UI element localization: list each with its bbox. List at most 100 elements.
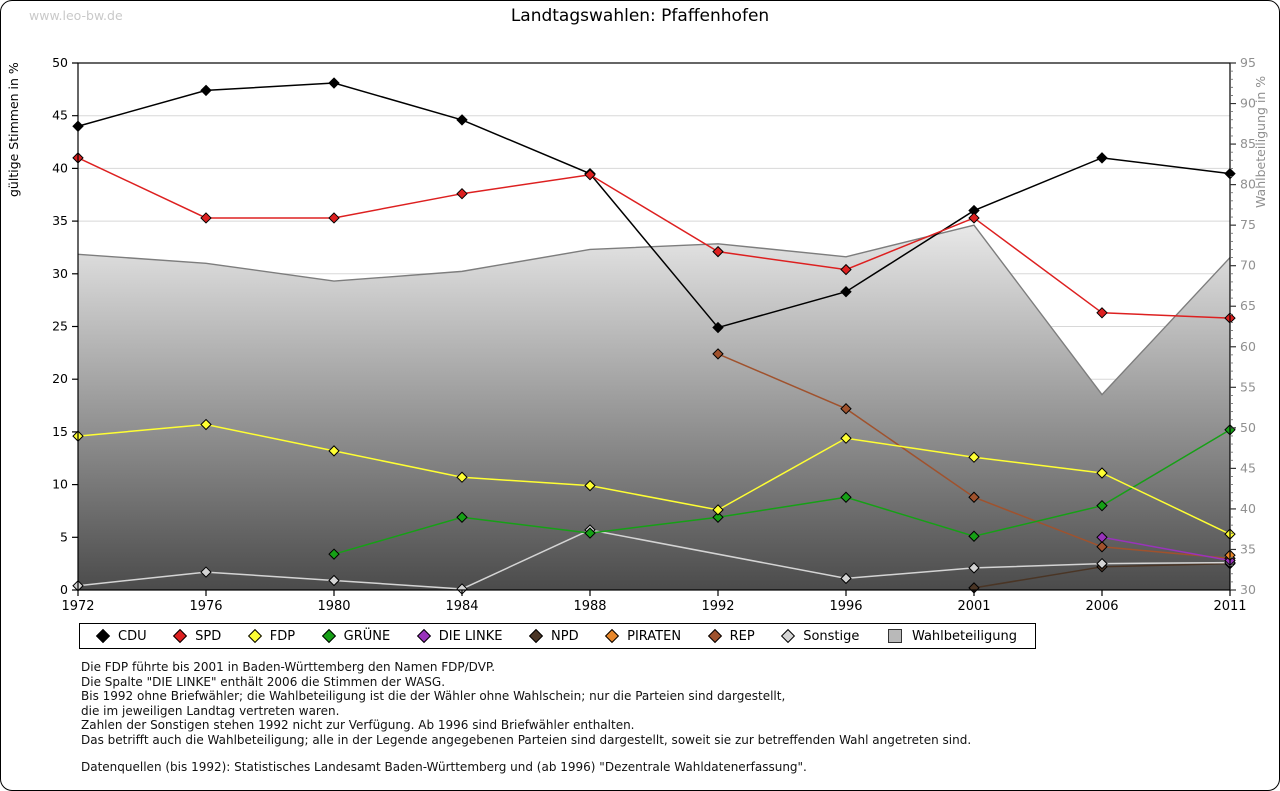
marker-Sonstige (1096, 557, 1108, 570)
footnote-spacer (81, 748, 971, 760)
turnout-area (78, 225, 1230, 590)
x-axis-year-label: 1992 (701, 599, 734, 614)
legend-label: REP (729, 628, 755, 644)
left-axis-tick-label: 50 (52, 55, 68, 70)
marker-GRÜNE (456, 511, 468, 523)
legend-diamond-marker-icon (416, 628, 431, 644)
marker-CDU (200, 84, 212, 97)
marker-GRÜNE (328, 548, 340, 560)
marker-FDP (200, 418, 212, 431)
footnote-line: Das betrifft auch die Wahlbeteiligung; a… (81, 732, 972, 747)
right-axis-tick-label: 55 (1240, 379, 1256, 394)
marker-SPD (1096, 307, 1108, 319)
legend-label: SPD (195, 628, 222, 644)
legend-diamond-marker-icon (173, 628, 188, 644)
marker-FDP (328, 445, 340, 457)
legend-item-rep: REP (707, 628, 755, 644)
left-axis-tick-label: 5 (60, 529, 68, 544)
footnote-datasource: Datenquellen (bis 1992): Statistisches L… (81, 759, 807, 774)
legend-label: Sonstige (803, 628, 860, 644)
marker-CDU (456, 114, 468, 126)
marker-FDP (584, 479, 596, 492)
marker-CDU (840, 286, 852, 298)
marker-GRÜNE (1096, 499, 1108, 512)
left-axis-title: gültige Stimmen in % (6, 62, 21, 197)
watermark-leo-bw: www.leo-bw.de (29, 8, 123, 23)
chart-legend: CDU SPD FDP GRÜNE DIE LINKE NPD PIRATEN REP Sons… (79, 623, 1036, 649)
left-axis-tick-label: 35 (52, 213, 68, 228)
left-axis-tick-label: 25 (52, 319, 68, 334)
right-axis-tick-label: 45 (1240, 460, 1256, 475)
legend-item-fdp: FDP (247, 628, 296, 644)
right-axis-tick-label: 70 (1240, 258, 1256, 273)
legend-label: FDP (269, 628, 296, 644)
footnote-line: die im jeweiligen Landtag vertreten ware… (81, 703, 340, 718)
right-axis-tick-label: 85 (1240, 136, 1256, 151)
right-axis-tick-label: 30 (1240, 582, 1256, 597)
x-axis-year-label: 2011 (1213, 599, 1246, 614)
legend-item-cdu: CDU (95, 628, 147, 644)
footnote-line: Die Spalte "DIE LINKE" enthält 2006 die … (81, 674, 446, 689)
footnote-line: Bis 1992 ohne Briefwähler; die Wahlbetei… (81, 689, 786, 704)
x-axis-year-label: 1980 (317, 599, 350, 614)
left-axis-tick-label: 0 (60, 582, 68, 597)
turnout-line (77, 224, 1231, 396)
left-axis-tick-label: 40 (52, 160, 68, 175)
legend-item-grüne: GRÜNE (321, 628, 391, 644)
legend-diamond-marker-icon (781, 628, 796, 644)
marker-DIE LINKE (1096, 531, 1108, 544)
marker-FDP (712, 504, 724, 516)
series-line-FDP (77, 423, 1231, 535)
right-axis-tick-label: 65 (1240, 298, 1256, 313)
election-line-chart: 0 5 10 15 20 25 30 35 40 45 50 30 35 40 45 50 55 60 65 70 75… (6, 55, 1268, 614)
legend-square-marker-icon (887, 629, 902, 643)
marker-Sonstige (840, 572, 852, 585)
left-axis-tick-label: 20 (52, 371, 68, 386)
x-axis-year-label: 1972 (61, 599, 94, 614)
right-axis-tick-label: 60 (1240, 339, 1256, 354)
legend-item-piraten: PIRATEN (605, 628, 682, 644)
right-axis-tick-label: 80 (1240, 177, 1256, 192)
legend-item-spd: SPD (173, 628, 222, 644)
legend-diamond-marker-icon (528, 628, 544, 644)
marker-FDP (968, 451, 980, 463)
left-axis-tick-label: 45 (52, 108, 68, 123)
right-axis-tick-label: 90 (1240, 96, 1256, 111)
x-axis-year-label: 2006 (1085, 599, 1118, 614)
marker-GRÜNE (584, 527, 596, 539)
legend-label: CDU (118, 628, 147, 644)
left-axis-tick-label: 15 (52, 424, 68, 439)
series-line-SPD (77, 157, 1231, 319)
right-axis-title: Wahlbeteiligung in % (1253, 76, 1268, 208)
marker-SPD (456, 187, 468, 200)
x-axis-year-label: 1996 (829, 599, 862, 614)
marker-REP (712, 348, 724, 360)
marker-REP (840, 403, 852, 415)
marker-SPD (712, 245, 724, 258)
left-axis-tick-label: 30 (52, 266, 68, 281)
x-axis-year-label: 1988 (573, 599, 606, 614)
x-axis-year-label: 1976 (189, 599, 222, 614)
right-axis-tick-label: 75 (1240, 217, 1256, 232)
marker-Sonstige (328, 574, 340, 587)
marker-CDU (712, 321, 724, 334)
legend-item-die-linke: DIE LINKE (416, 628, 502, 644)
marker-REP (968, 491, 980, 503)
marker-SPD (584, 169, 596, 181)
footnotes: Die FDP führte bis 2001 in Baden-Württem… (81, 660, 971, 774)
legend-item-wahlbeteiligung: Wahlbeteiligung (887, 628, 1017, 644)
left-axis-tick-label: 10 (52, 477, 68, 492)
legend-label: PIRATEN (627, 628, 682, 644)
series-line-GRÜNE (333, 429, 1231, 555)
legend-diamond-marker-icon (605, 628, 620, 644)
right-axis-tick-label: 35 (1240, 541, 1256, 556)
legend-label: Wahlbeteiligung (911, 628, 1017, 644)
legend-item-sonstige: Sonstige (781, 628, 860, 644)
marker-SPD (328, 212, 340, 224)
right-axis-tick-label: 95 (1240, 55, 1256, 70)
legend-label: GRÜNE (343, 628, 391, 644)
legend-item-npd: NPD (528, 628, 579, 644)
marker-GRÜNE (840, 491, 852, 503)
marker-SPD (200, 212, 212, 224)
